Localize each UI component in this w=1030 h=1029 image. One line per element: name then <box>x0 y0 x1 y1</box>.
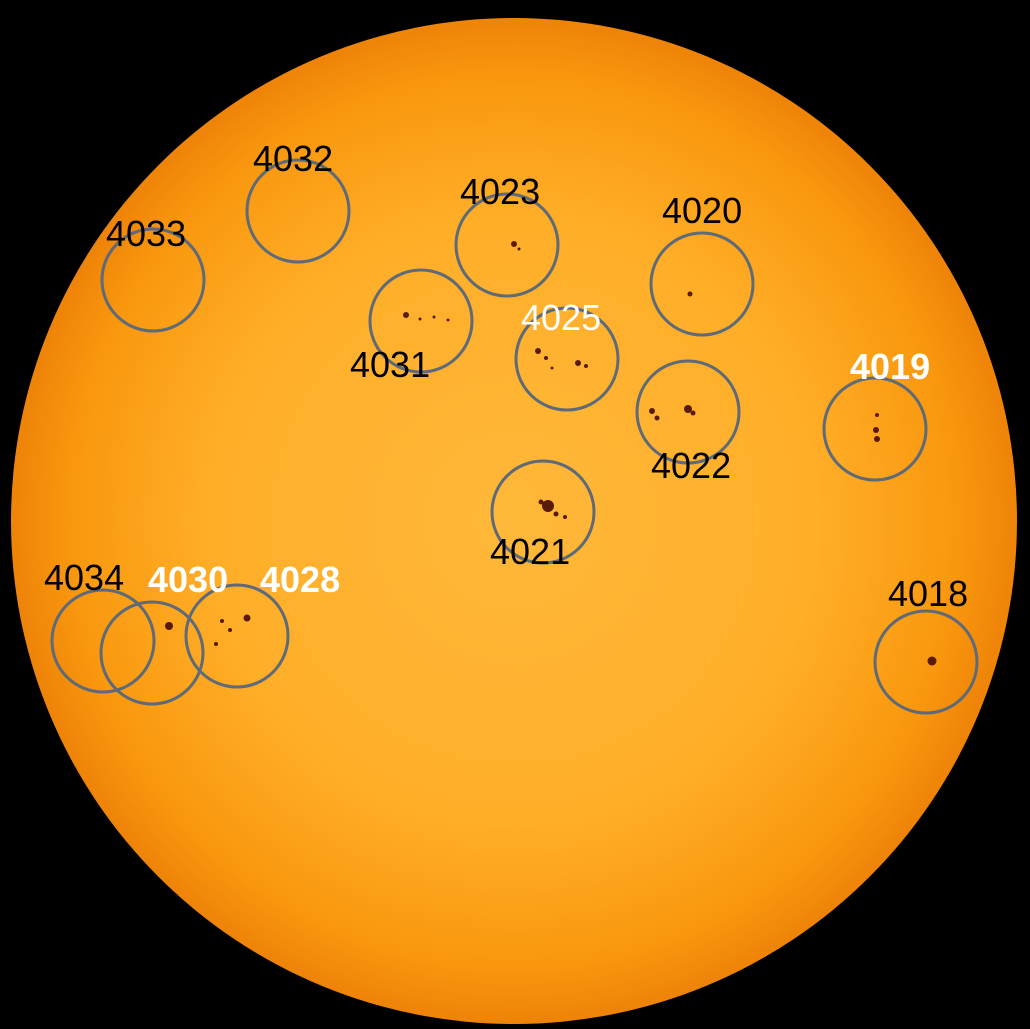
sunspot <box>544 356 548 360</box>
sunspot <box>432 315 436 319</box>
sunspot <box>575 360 581 366</box>
region-circle-4019 <box>822 376 928 482</box>
sunspot <box>446 318 450 322</box>
region-label-4022: 4022 <box>651 445 731 486</box>
sunspot <box>165 622 173 630</box>
region-label-4031: 4031 <box>350 344 430 385</box>
sunspot <box>538 499 544 505</box>
region-labels: 4032 4023 4020 4033 4025 4031 4019 4022 … <box>44 138 968 614</box>
region-label-4033: 4033 <box>106 213 186 254</box>
sunspot <box>874 436 880 442</box>
region-circle-4018 <box>873 609 979 715</box>
sunspot <box>418 317 422 321</box>
sunspot <box>690 410 696 416</box>
sunspot <box>684 405 692 413</box>
region-label-4018: 4018 <box>888 573 968 614</box>
sunspot <box>535 348 541 354</box>
solar-disk <box>11 18 1017 1024</box>
region-circle-4020 <box>649 231 755 337</box>
sunspot <box>214 642 218 646</box>
sunspot <box>220 619 224 623</box>
region-label-4021: 4021 <box>490 531 570 572</box>
region-label-4028: 4028 <box>260 559 340 600</box>
region-circle-4028 <box>184 583 290 689</box>
region-label-4023: 4023 <box>460 171 540 212</box>
region-circle-4023 <box>454 192 560 298</box>
region-circle-4034 <box>50 588 156 694</box>
region-label-4034: 4034 <box>44 557 124 598</box>
sunspot <box>511 241 517 247</box>
region-circle-4021 <box>490 459 596 565</box>
region-label-4032: 4032 <box>253 138 333 179</box>
sunspot <box>228 628 232 632</box>
region-circle-4032 <box>245 158 351 264</box>
region-circle-4022 <box>635 359 741 465</box>
sunspots <box>165 241 937 666</box>
sunspot <box>563 515 567 519</box>
sunspot <box>875 413 879 417</box>
region-label-4019: 4019 <box>850 346 930 387</box>
sunspot <box>243 614 251 622</box>
region-circle-4031 <box>368 268 474 374</box>
sunspot <box>649 408 655 414</box>
sunspot <box>584 364 588 368</box>
sunspot <box>403 312 409 318</box>
sunspot <box>553 511 559 517</box>
region-circle-4025 <box>514 306 620 412</box>
sunspot <box>687 291 693 297</box>
region-label-4020: 4020 <box>662 190 742 231</box>
sunspot <box>542 500 554 512</box>
region-label-4030: 4030 <box>148 559 228 600</box>
region-circle-4033 <box>100 227 206 333</box>
sunspot <box>654 415 660 421</box>
sunspot <box>927 656 937 666</box>
region-circles <box>50 158 979 715</box>
sunspot <box>517 247 521 251</box>
region-label-4025: 4025 <box>521 297 601 338</box>
sunspot <box>550 366 554 370</box>
region-circle-4030 <box>99 600 205 706</box>
sunspot <box>873 427 879 433</box>
